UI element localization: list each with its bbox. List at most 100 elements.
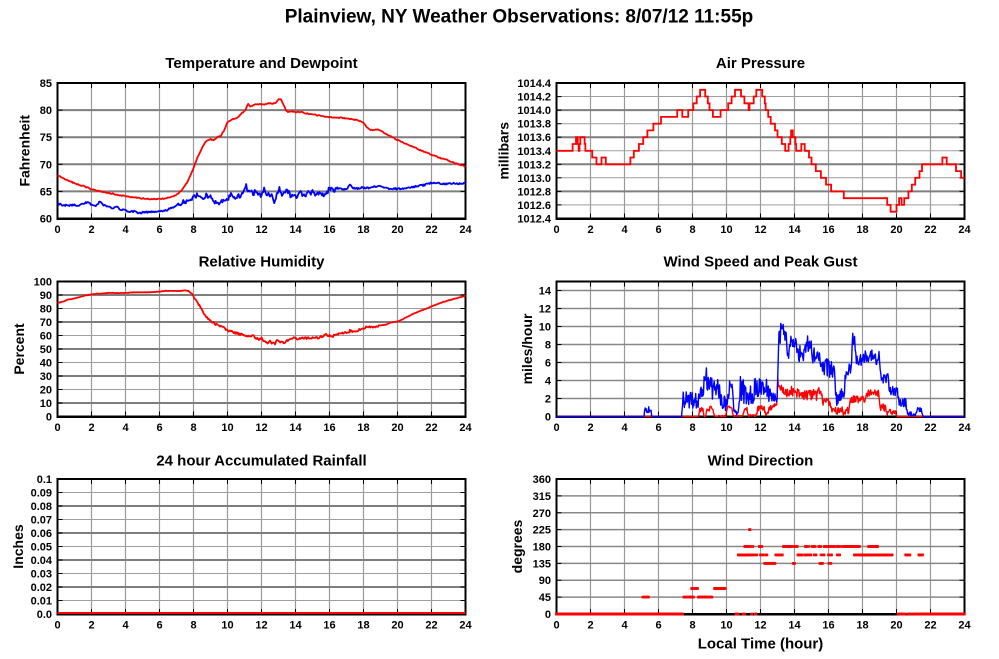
svg-text:8: 8: [689, 620, 695, 632]
svg-text:2: 2: [88, 224, 94, 236]
svg-text:315: 315: [533, 491, 551, 503]
svg-text:6: 6: [655, 620, 661, 632]
svg-text:10: 10: [221, 422, 233, 434]
svg-text:2: 2: [88, 422, 94, 434]
svg-text:0: 0: [54, 620, 60, 632]
svg-text:16: 16: [822, 620, 834, 632]
svg-text:6: 6: [545, 358, 551, 370]
svg-text:0: 0: [54, 224, 60, 236]
svg-text:1013.8: 1013.8: [517, 119, 551, 131]
svg-text:14: 14: [289, 224, 302, 236]
svg-text:0.0: 0.0: [37, 609, 52, 621]
svg-text:4: 4: [545, 376, 552, 388]
svg-text:10: 10: [720, 224, 732, 236]
svg-text:10: 10: [720, 620, 732, 632]
svg-text:75: 75: [40, 132, 52, 144]
svg-text:18: 18: [357, 422, 369, 434]
svg-text:6: 6: [156, 422, 162, 434]
svg-text:14: 14: [539, 286, 552, 298]
svg-text:20: 20: [890, 224, 902, 236]
svg-text:22: 22: [924, 620, 936, 632]
svg-text:24: 24: [958, 422, 971, 434]
svg-text:20: 20: [890, 422, 902, 434]
svg-text:20: 20: [391, 620, 403, 632]
svg-text:24: 24: [958, 224, 971, 236]
svg-text:24 hour Accumulated Rainfall: 24 hour Accumulated Rainfall: [156, 453, 366, 470]
svg-text:24: 24: [459, 422, 472, 434]
svg-text:16: 16: [323, 224, 335, 236]
svg-text:miles/hour: miles/hour: [519, 313, 535, 384]
svg-text:4: 4: [621, 224, 628, 236]
svg-text:1012.6: 1012.6: [517, 200, 551, 212]
svg-text:1013.2: 1013.2: [517, 159, 551, 171]
svg-text:Wind Direction: Wind Direction: [708, 453, 814, 470]
svg-text:1013.0: 1013.0: [517, 173, 551, 185]
svg-text:60: 60: [40, 214, 52, 226]
svg-text:50: 50: [40, 344, 52, 356]
svg-text:0.03: 0.03: [31, 569, 52, 581]
svg-text:12: 12: [754, 224, 766, 236]
svg-text:Temperature and Dewpoint: Temperature and Dewpoint: [165, 55, 357, 72]
svg-text:0.04: 0.04: [31, 555, 53, 567]
svg-text:2: 2: [587, 422, 593, 434]
svg-text:225: 225: [533, 525, 551, 537]
svg-text:0.07: 0.07: [31, 515, 52, 527]
svg-text:22: 22: [924, 224, 936, 236]
svg-text:12: 12: [754, 620, 766, 632]
svg-text:Local Time (hour): Local Time (hour): [698, 636, 824, 653]
svg-text:12: 12: [255, 620, 267, 632]
svg-text:65: 65: [40, 186, 52, 198]
svg-text:90: 90: [539, 575, 551, 587]
svg-text:18: 18: [357, 224, 369, 236]
svg-text:135: 135: [533, 558, 551, 570]
svg-text:70: 70: [40, 159, 52, 171]
svg-text:8: 8: [190, 620, 196, 632]
svg-text:0: 0: [545, 412, 551, 424]
svg-text:1014.4: 1014.4: [517, 78, 552, 90]
svg-text:14: 14: [788, 422, 801, 434]
svg-text:270: 270: [533, 508, 551, 520]
svg-text:2: 2: [545, 394, 551, 406]
svg-text:4: 4: [122, 224, 129, 236]
svg-text:0.1: 0.1: [37, 474, 52, 486]
svg-text:Percent: Percent: [11, 323, 27, 375]
svg-text:22: 22: [425, 422, 437, 434]
svg-text:80: 80: [40, 105, 52, 117]
svg-text:20: 20: [391, 422, 403, 434]
svg-text:20: 20: [890, 620, 902, 632]
svg-text:40: 40: [40, 358, 52, 370]
svg-text:millibars: millibars: [496, 122, 512, 180]
svg-text:1013.4: 1013.4: [517, 146, 552, 158]
svg-text:1014.0: 1014.0: [517, 105, 551, 117]
svg-text:14: 14: [289, 422, 302, 434]
svg-text:20: 20: [40, 385, 52, 397]
svg-text:0: 0: [54, 422, 60, 434]
svg-text:12: 12: [255, 224, 267, 236]
svg-text:8: 8: [689, 224, 695, 236]
svg-text:14: 14: [289, 620, 302, 632]
svg-text:0: 0: [46, 412, 52, 424]
svg-text:2: 2: [587, 224, 593, 236]
svg-text:24: 24: [958, 620, 971, 632]
svg-text:16: 16: [822, 422, 834, 434]
svg-text:0.02: 0.02: [31, 582, 52, 594]
svg-text:6: 6: [655, 422, 661, 434]
svg-text:8: 8: [689, 422, 695, 434]
svg-text:6: 6: [156, 620, 162, 632]
svg-text:0.09: 0.09: [31, 488, 52, 500]
svg-text:4: 4: [621, 620, 628, 632]
svg-text:22: 22: [425, 224, 437, 236]
svg-text:22: 22: [425, 620, 437, 632]
svg-text:22: 22: [924, 422, 936, 434]
svg-text:0: 0: [553, 422, 559, 434]
svg-text:10: 10: [221, 224, 233, 236]
svg-text:10: 10: [539, 322, 551, 334]
svg-text:Plainview, NY Weather Observat: Plainview, NY Weather Observations: 8/07…: [285, 7, 754, 28]
svg-text:12: 12: [255, 422, 267, 434]
svg-text:12: 12: [754, 422, 766, 434]
svg-text:6: 6: [156, 224, 162, 236]
svg-text:1012.4: 1012.4: [517, 214, 552, 226]
svg-text:18: 18: [357, 620, 369, 632]
svg-text:16: 16: [323, 422, 335, 434]
svg-text:6: 6: [655, 224, 661, 236]
